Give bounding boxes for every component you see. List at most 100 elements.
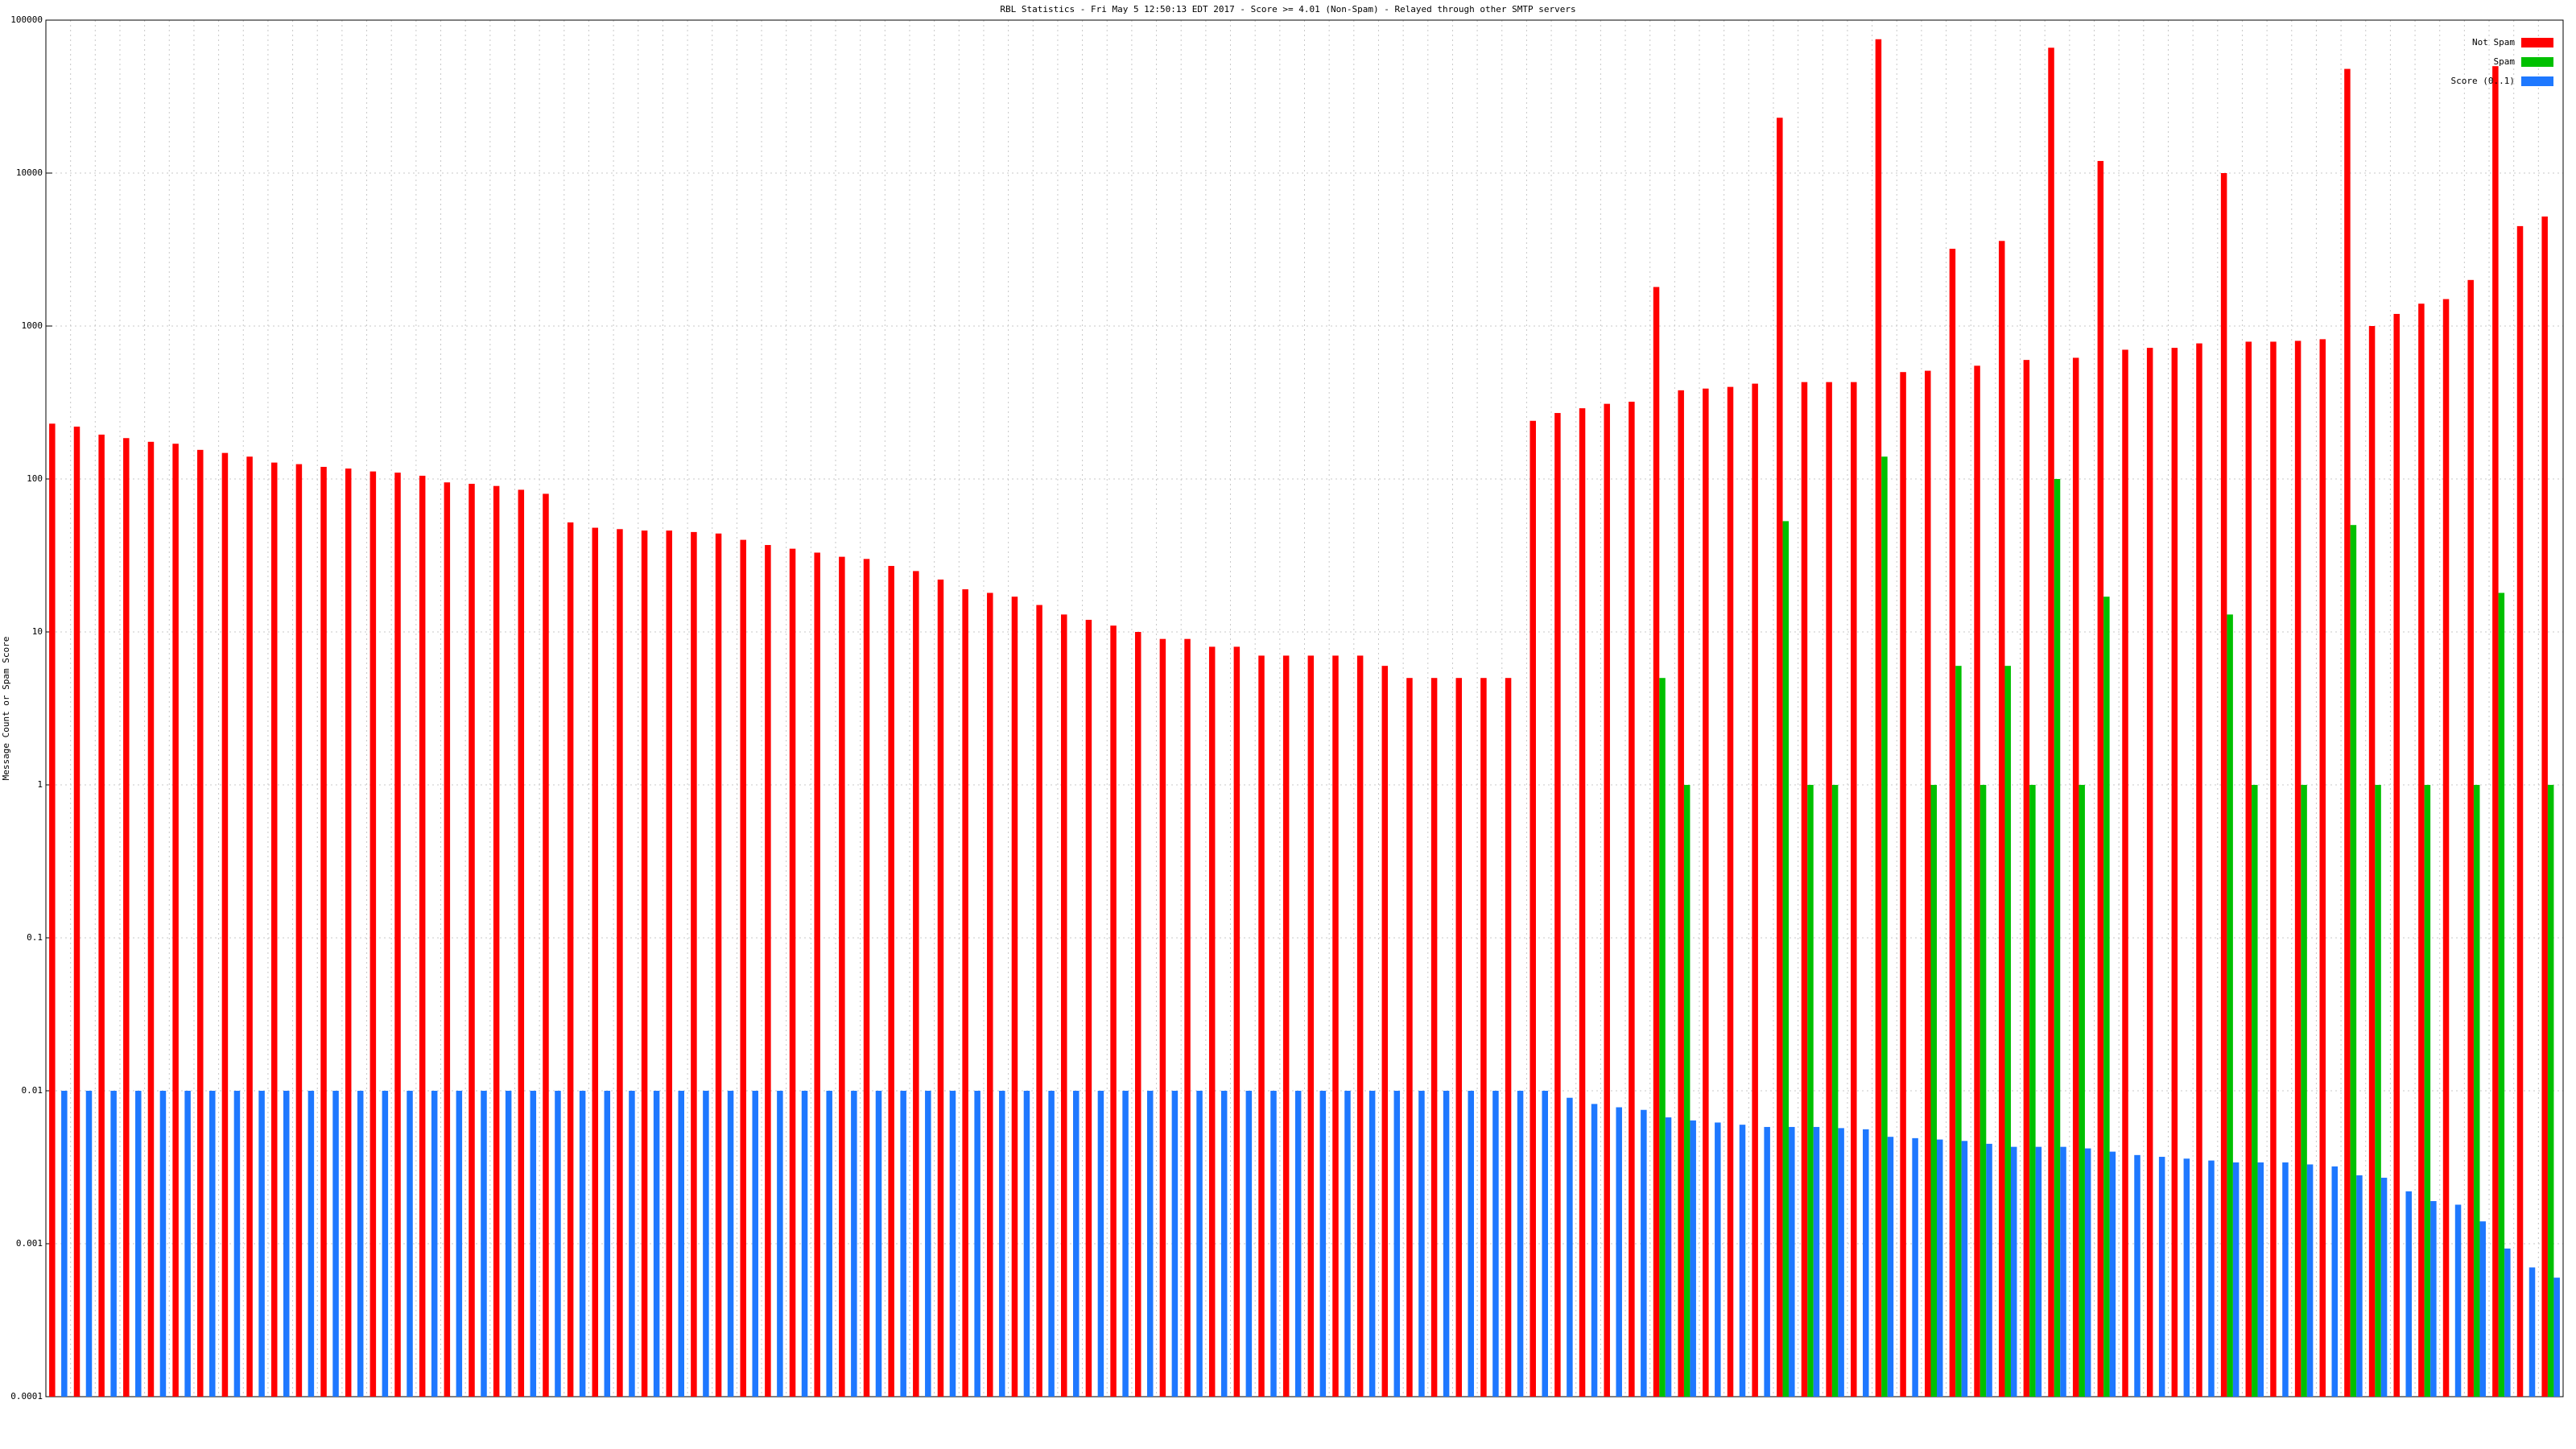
- bar: [493, 485, 500, 1397]
- bar: [2158, 1157, 2165, 1397]
- bar: [2103, 597, 2110, 1397]
- bar: [925, 1091, 931, 1397]
- bar: [962, 589, 968, 1397]
- bar: [2282, 1162, 2289, 1397]
- bar: [1727, 386, 1734, 1397]
- bar: [974, 1091, 980, 1397]
- bar: [1683, 785, 1690, 1397]
- bar: [308, 1091, 315, 1397]
- bar: [258, 1091, 265, 1397]
- y-tick-label: 1000: [22, 320, 43, 331]
- bar: [2430, 1201, 2437, 1397]
- bar: [2134, 1154, 2140, 1397]
- bar: [2072, 357, 2079, 1397]
- bar: [2220, 173, 2227, 1397]
- bar: [135, 1091, 142, 1397]
- bar: [555, 1091, 561, 1397]
- legend-swatch: [2521, 38, 2553, 47]
- bar: [2252, 785, 2258, 1397]
- bar: [2331, 1166, 2339, 1397]
- bar: [431, 1091, 438, 1397]
- bar: [2498, 592, 2505, 1397]
- bar: [949, 1091, 956, 1397]
- bar: [1048, 1091, 1055, 1397]
- bar: [2344, 68, 2351, 1397]
- bar: [147, 441, 155, 1397]
- bar: [617, 529, 623, 1397]
- bar: [863, 559, 870, 1397]
- bar: [2541, 216, 2548, 1397]
- bar: [1344, 1091, 1351, 1397]
- bar: [1480, 678, 1487, 1397]
- bar: [1061, 614, 1067, 1397]
- bar: [1591, 1104, 1598, 1397]
- bar: [1752, 383, 1758, 1397]
- bar: [2060, 1146, 2066, 1397]
- bar: [678, 1091, 684, 1397]
- bar: [320, 466, 327, 1397]
- bar: [1542, 1091, 1548, 1397]
- bar: [543, 493, 549, 1397]
- bar: [1937, 1139, 1943, 1397]
- bar: [1097, 1091, 1104, 1397]
- bar: [1678, 390, 1684, 1397]
- bar: [703, 1091, 709, 1397]
- bar: [221, 452, 229, 1397]
- bar: [2146, 348, 2153, 1397]
- bar: [172, 444, 179, 1397]
- bar: [233, 1091, 241, 1397]
- bar: [1653, 287, 1660, 1397]
- bar: [1690, 1120, 1696, 1397]
- bar: [2035, 1146, 2042, 1397]
- bar: [1208, 646, 1216, 1397]
- y-tick-label: 10: [32, 626, 43, 637]
- bar: [2122, 349, 2128, 1397]
- bar: [1517, 1091, 1524, 1397]
- bar: [1604, 403, 1610, 1397]
- y-tick-label: 1: [37, 779, 43, 790]
- bar: [2029, 785, 2036, 1397]
- bar: [2319, 339, 2326, 1397]
- bar: [530, 1091, 537, 1397]
- bar: [1319, 1091, 1327, 1397]
- bar: [1294, 1091, 1302, 1397]
- bar: [2380, 1178, 2388, 1397]
- bar: [2004, 666, 2011, 1397]
- bar: [98, 434, 105, 1397]
- bar: [2054, 479, 2061, 1397]
- bar: [1455, 678, 1463, 1397]
- bar: [1887, 1137, 1894, 1397]
- bar: [1739, 1125, 1746, 1397]
- bar: [888, 566, 894, 1397]
- bar: [1641, 1109, 1647, 1397]
- bar: [2109, 1151, 2116, 1397]
- bar: [2547, 785, 2554, 1397]
- bar: [2424, 785, 2431, 1397]
- bar: [851, 1091, 857, 1397]
- bar: [1492, 1091, 1499, 1397]
- y-tick-label: 0.0001: [10, 1391, 43, 1402]
- bar: [1986, 1143, 1992, 1397]
- legend-label: Not Spam: [2472, 37, 2515, 47]
- y-tick-label: 100000: [10, 14, 43, 25]
- bar: [1703, 388, 1709, 1397]
- bar: [1368, 1091, 1376, 1397]
- bar: [2516, 225, 2524, 1397]
- y-tick-label: 0.01: [22, 1085, 43, 1096]
- bar: [1011, 597, 1018, 1397]
- bar: [777, 1091, 783, 1397]
- bar: [2479, 1221, 2486, 1397]
- bar: [357, 1091, 364, 1397]
- bar: [653, 1091, 660, 1397]
- bar: [839, 556, 845, 1397]
- bar: [1146, 1091, 1154, 1397]
- bar: [1073, 1091, 1080, 1397]
- bar: [2368, 326, 2376, 1397]
- bar: [1851, 382, 1857, 1397]
- bar: [1184, 638, 1191, 1397]
- bar: [85, 1091, 93, 1397]
- bar: [407, 1091, 413, 1397]
- bar: [1258, 655, 1265, 1397]
- bar: [2048, 47, 2054, 1397]
- bar: [801, 1091, 808, 1397]
